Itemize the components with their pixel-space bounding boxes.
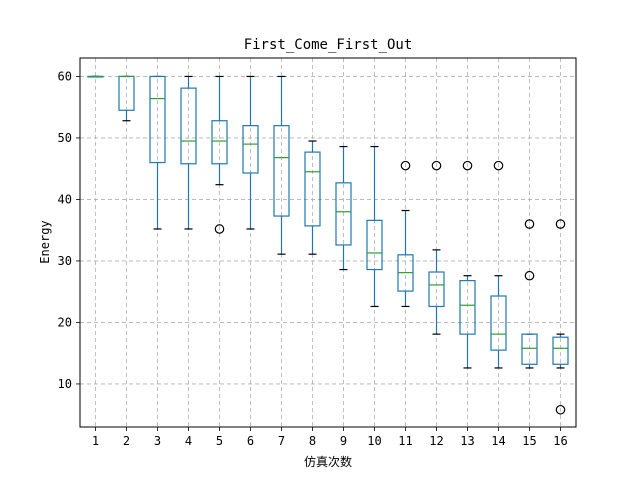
outlier-point-0 (431, 160, 442, 171)
boxes-layer (87, 75, 569, 415)
y-tick-label-50: 50 (58, 131, 72, 145)
box-group-14 (490, 160, 507, 369)
outlier-point-0 (400, 160, 411, 171)
outlier-point-1 (524, 270, 535, 281)
box-group-3 (149, 75, 166, 230)
y-tick-label-30: 30 (58, 254, 72, 268)
outlier-point-0 (214, 224, 225, 234)
box-body (552, 336, 569, 365)
y-tick-label-10: 10 (58, 377, 72, 391)
box-group-15 (521, 219, 538, 369)
box-group-13 (459, 160, 476, 369)
chart-title: First_Come_First_Out (244, 37, 413, 53)
box-group-12 (428, 160, 445, 335)
box-group-10 (366, 145, 383, 308)
box-body (428, 271, 445, 308)
y-axis-label: Energy (38, 220, 52, 263)
y-tick-label-40: 40 (58, 192, 72, 206)
x-axis-label: 仿真次数 (304, 454, 352, 469)
box-group-4 (180, 75, 197, 230)
x-tick-label-15: 15 (522, 434, 536, 448)
box-group-7 (273, 75, 290, 255)
y-tick-label-20: 20 (58, 315, 72, 329)
box-body (490, 295, 507, 351)
x-tick-label-16: 16 (553, 434, 567, 448)
box-group-8 (304, 140, 321, 255)
outlier-point-0 (555, 219, 566, 229)
box-body (149, 75, 166, 164)
box-body (180, 87, 197, 165)
x-tick-label-7: 7 (278, 434, 285, 448)
outlier-point-1 (555, 404, 566, 415)
box-group-16 (552, 219, 569, 415)
x-tick-label-11: 11 (398, 434, 412, 448)
box-group-11 (397, 160, 414, 308)
x-tick-label-13: 13 (460, 434, 474, 448)
x-tick-label-9: 9 (340, 434, 347, 448)
box-group-2 (118, 75, 135, 122)
x-tick-label-2: 2 (123, 434, 130, 448)
box-body (521, 333, 538, 365)
box-body (242, 125, 259, 174)
box-body (459, 280, 476, 335)
x-tick-label-4: 4 (185, 434, 192, 448)
x-tick-label-6: 6 (247, 434, 254, 448)
box-body (273, 125, 290, 217)
box-body (211, 120, 228, 165)
x-tick-label-8: 8 (309, 434, 316, 448)
box-group-5 (211, 75, 228, 234)
x-tick-label-14: 14 (491, 434, 505, 448)
x-tick-label-3: 3 (154, 434, 161, 448)
x-tick-label-12: 12 (429, 434, 443, 448)
y-tick-label-60: 60 (58, 69, 72, 83)
x-tick-label-1: 1 (92, 434, 99, 448)
x-tick-label-5: 5 (216, 434, 223, 448)
box-body (335, 182, 352, 246)
box-group-1 (87, 75, 104, 78)
outlier-point-0 (524, 219, 535, 229)
outlier-point-0 (462, 160, 473, 171)
box-body (366, 219, 383, 271)
plot-frame (79, 57, 577, 428)
box-group-9 (335, 145, 352, 271)
outlier-point-0 (493, 160, 504, 171)
box-body (304, 151, 321, 227)
x-tick-label-10: 10 (367, 434, 381, 448)
box-group-6 (242, 75, 259, 230)
